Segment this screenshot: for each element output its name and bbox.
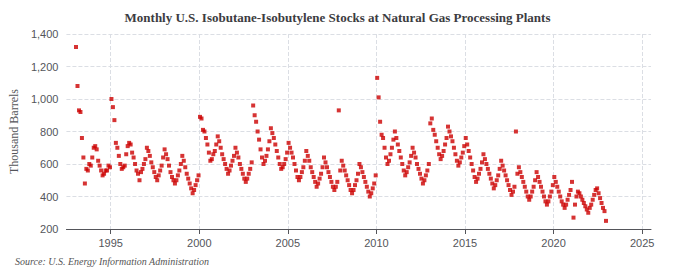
svg-text:600: 600 [40, 158, 58, 170]
svg-text:Monthly U.S. Isobutane-Isobuty: Monthly U.S. Isobutane-Isobutylene Stock… [125, 10, 551, 25]
svg-text:1,400: 1,400 [31, 28, 59, 40]
svg-text:2020: 2020 [541, 237, 565, 249]
svg-text:Thousand Barrels: Thousand Barrels [7, 89, 21, 174]
svg-text:1,000: 1,000 [31, 93, 59, 105]
svg-text:1995: 1995 [98, 237, 122, 249]
svg-text:2000: 2000 [187, 237, 211, 249]
svg-text:1,200: 1,200 [31, 61, 59, 73]
svg-text:200: 200 [40, 223, 58, 235]
svg-text:400: 400 [40, 191, 58, 203]
svg-text:2005: 2005 [276, 237, 300, 249]
svg-text:2010: 2010 [364, 237, 388, 249]
svg-text:800: 800 [40, 126, 58, 138]
svg-text:2015: 2015 [453, 237, 477, 249]
svg-text:Source: U.S. Energy Informatio: Source: U.S. Energy Information Administ… [15, 256, 209, 267]
svg-text:2025: 2025 [630, 237, 654, 249]
